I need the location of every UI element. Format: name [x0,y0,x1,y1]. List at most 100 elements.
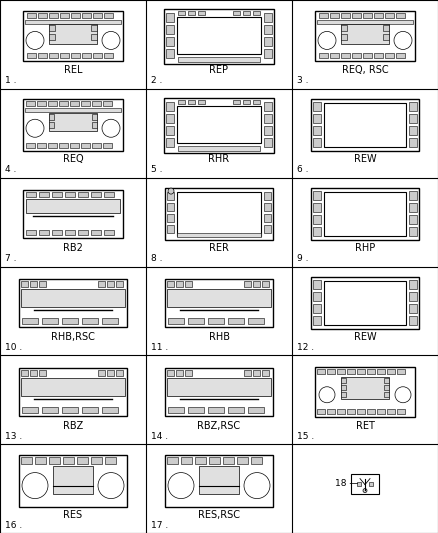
Bar [383,35,389,41]
Bar [311,277,419,329]
Bar [327,369,335,374]
Bar [82,13,91,19]
Bar [409,316,417,325]
Bar [341,13,350,19]
Bar [188,318,204,324]
Bar [228,407,244,413]
Bar [26,199,120,213]
Bar [397,409,405,414]
Bar [178,11,185,15]
Bar [264,214,271,222]
Bar [104,53,113,59]
Bar [35,457,46,464]
Bar [49,457,60,464]
Bar [237,457,248,464]
Bar [195,457,206,464]
Bar [228,318,244,324]
Bar [22,407,38,413]
Bar [81,143,90,148]
Bar [82,407,98,413]
Text: REW: REW [354,154,376,164]
Bar [357,409,365,414]
Circle shape [394,31,412,50]
Circle shape [395,387,411,403]
Bar [233,100,240,104]
Bar [409,114,417,123]
Text: RBZ: RBZ [63,421,83,431]
Bar [324,103,406,147]
Text: 17 .: 17 . [151,521,168,529]
Bar [62,318,78,324]
Bar [168,407,184,413]
Bar [315,367,415,417]
Bar [168,318,184,324]
Bar [198,100,205,104]
Bar [70,143,79,148]
Bar [374,13,383,19]
Bar [377,409,385,414]
Bar [166,13,174,22]
Text: RHB,RSC: RHB,RSC [51,332,95,342]
Bar [178,57,260,62]
Bar [264,126,272,135]
Circle shape [168,473,194,498]
Text: 8 .: 8 . [151,254,162,263]
Bar [49,53,58,59]
Text: RER: RER [209,243,229,253]
Bar [384,378,389,383]
Bar [21,378,125,395]
Bar [264,13,272,22]
Bar [384,392,389,397]
Bar [116,281,123,287]
Bar [385,53,394,59]
Bar [77,457,88,464]
Bar [78,192,88,197]
Text: 2 .: 2 . [151,76,162,85]
Circle shape [318,31,336,50]
Text: RHR: RHR [208,154,230,164]
Bar [49,35,55,41]
Bar [264,114,272,123]
Bar [357,482,361,486]
Bar [313,215,321,224]
Bar [23,99,123,151]
Bar [165,188,273,240]
Bar [244,281,251,287]
Text: 18 —: 18 — [335,479,358,488]
Bar [93,13,102,19]
Bar [367,369,375,374]
Bar [49,26,55,31]
Bar [313,102,321,111]
Bar [166,126,174,135]
Bar [319,53,328,59]
Bar [341,385,346,390]
Bar [166,114,174,123]
Bar [65,230,75,235]
Bar [26,192,36,197]
Bar [98,281,105,287]
Bar [253,370,260,376]
Bar [62,407,78,413]
Bar [385,13,394,19]
Bar [396,13,405,19]
Bar [37,143,46,148]
Bar [313,126,321,135]
Bar [91,230,101,235]
Bar [397,369,405,374]
Bar [103,143,112,148]
Bar [107,281,114,287]
Bar [30,281,37,287]
Text: RES,RSC: RES,RSC [198,510,240,520]
Bar [313,304,321,313]
Bar [243,11,250,15]
Bar [313,203,321,212]
Bar [313,114,321,123]
Text: 9 .: 9 . [297,254,308,263]
Bar [363,53,372,59]
Text: REQ, RSC: REQ, RSC [342,66,389,75]
Bar [102,318,118,324]
Bar [347,369,355,374]
Bar [313,138,321,147]
Text: 5 .: 5 . [151,165,162,174]
Bar [185,370,192,376]
